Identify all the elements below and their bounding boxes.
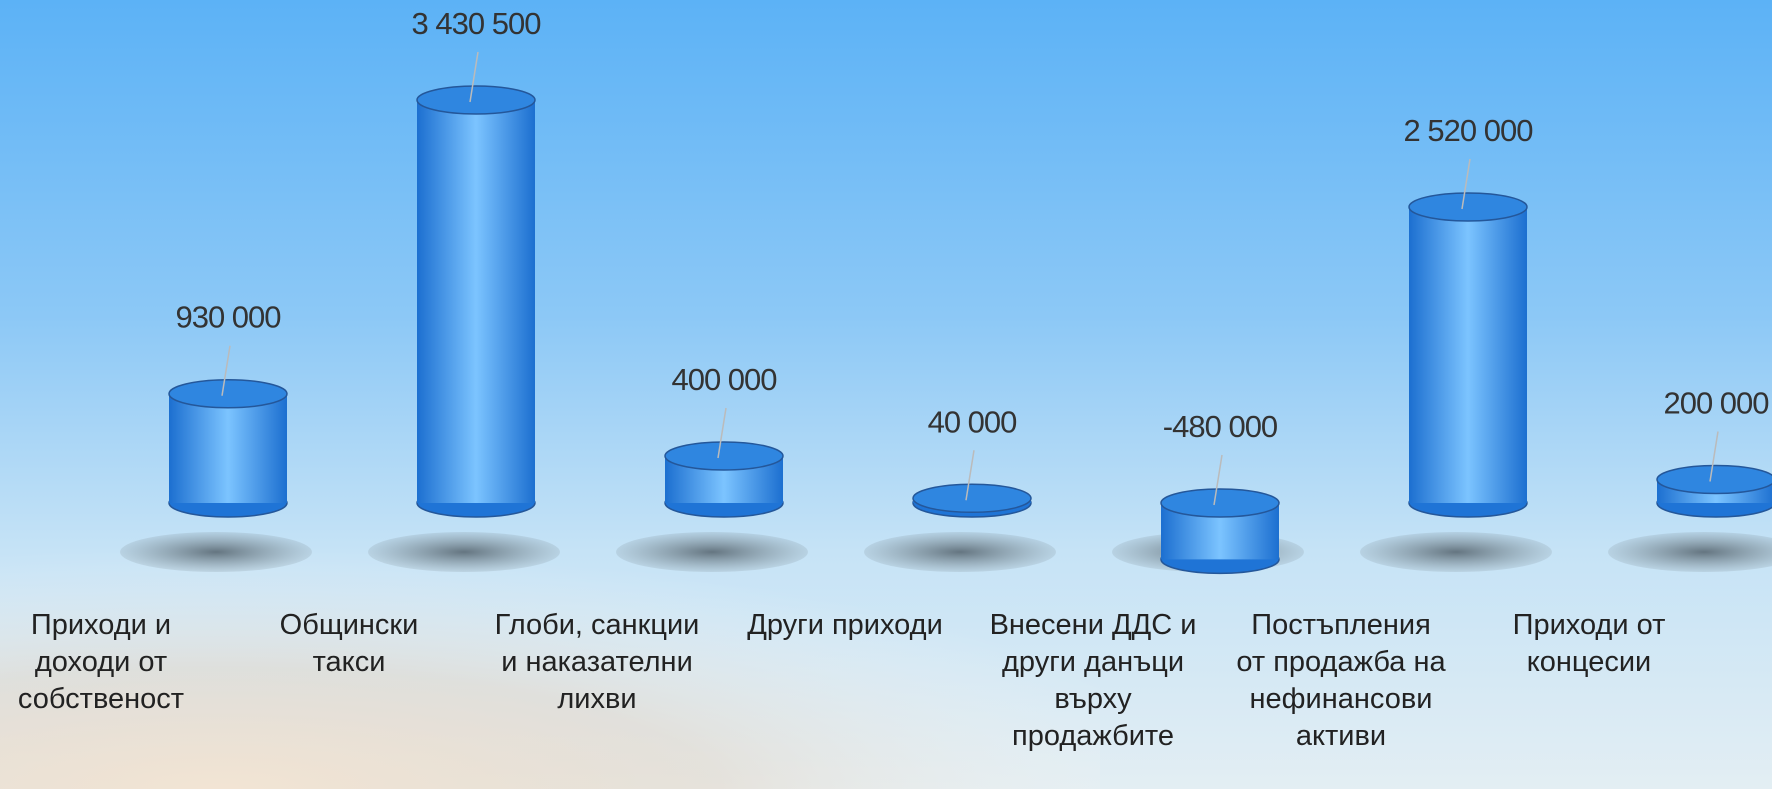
value-label: 930 000	[175, 300, 281, 335]
bar-shadow	[864, 532, 1056, 572]
x-tick-label: Глоби, санкции и наказателни лихви	[494, 609, 700, 715]
x-tick-label: Внесени ДДС и други данъци върху продажб…	[989, 609, 1197, 752]
x-tick-label: Приходи и доходи от собственост	[17, 609, 185, 715]
value-label: 400 000	[671, 362, 777, 397]
x-tick-label: Други приходи	[747, 609, 943, 641]
x-tick-label: Общински такси	[279, 609, 419, 678]
label-leader	[469, 51, 479, 103]
value-label: 40 000	[928, 404, 1018, 439]
value-label: 3 430 500	[412, 6, 542, 41]
bar-top	[664, 441, 784, 471]
bar-shadow	[616, 532, 808, 572]
bar-top	[416, 85, 536, 115]
bar-shadow	[120, 532, 312, 572]
bar-shadow	[368, 532, 560, 572]
bar-top	[1656, 464, 1772, 495]
bar-shadow	[1608, 532, 1772, 572]
label-leader	[965, 450, 975, 501]
label-leader	[1709, 431, 1719, 482]
value-label: 2 520 000	[1404, 113, 1534, 148]
bar	[417, 100, 535, 503]
value-label: 200 000	[1663, 386, 1769, 421]
bar	[169, 393, 287, 503]
bar	[1409, 206, 1527, 503]
label-leader	[1213, 454, 1223, 506]
bar-top	[168, 378, 288, 409]
bar-top	[912, 483, 1032, 514]
label-leader	[1461, 158, 1471, 210]
bar-shadow	[1360, 532, 1552, 572]
value-label: -480 000	[1163, 409, 1278, 444]
label-leader	[717, 407, 727, 459]
bar-top	[1160, 488, 1280, 518]
x-tick-label: Приходи от концесии	[1512, 609, 1666, 678]
x-tick-label: Постъпления от продажба на нефинансови а…	[1236, 609, 1446, 752]
bar-top	[1408, 192, 1528, 222]
label-leader	[221, 345, 231, 396]
